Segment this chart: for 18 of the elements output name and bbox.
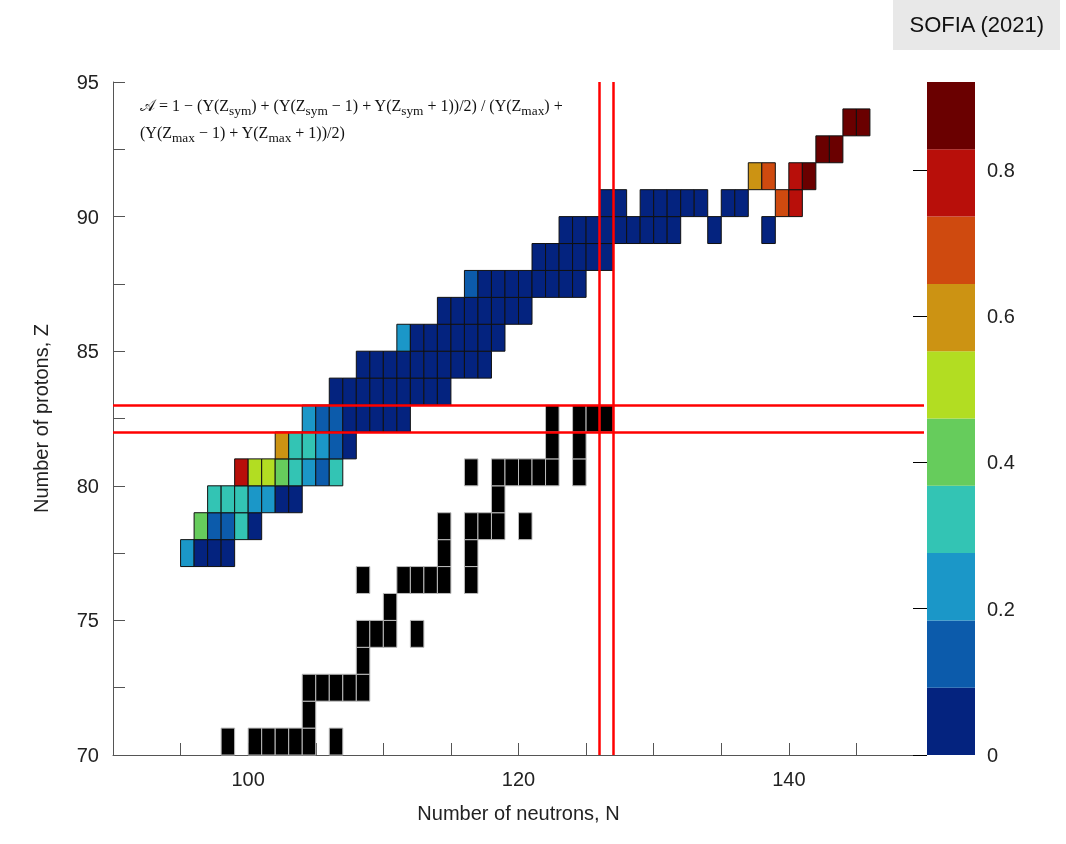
y-axis-title: Number of protons, Z [30, 324, 52, 513]
y-tick-label: 70 [76, 744, 99, 766]
y-tick-label: 85 [76, 340, 99, 363]
x-tick-label: 140 [772, 768, 806, 790]
color-bar-label: 0.2 [987, 597, 1015, 620]
y-tick-label: 80 [76, 474, 99, 497]
color-bar-label: 0 [987, 744, 999, 766]
y-tick-label: 90 [76, 205, 99, 228]
x-tick-label: 120 [501, 768, 536, 790]
x-tick-label: 100 [231, 768, 265, 790]
color-bar-label: 0.8 [987, 158, 1015, 181]
text: 𝒜 = 1 − (Y(Z$_{sym}$) + (Y(Z$_{sym}$ − 1) + Y(Z$_{sym}$ + 1))/2) / (Y(Z$_{max}$) + (Y(Z$_{max}$ − 1) + Y(Z$_{max}$ + 1))/2) [140, 97, 563, 146]
color-bar-label: 0.4 [987, 451, 1015, 474]
y-tick-label: 75 [76, 609, 99, 632]
x-axis-title: Number of neutrons, N [417, 802, 620, 824]
color-bar-label: 0.6 [987, 305, 1015, 328]
y-tick-label: 95 [76, 71, 99, 93]
text: SOFIA (2021) [893, 0, 1060, 50]
